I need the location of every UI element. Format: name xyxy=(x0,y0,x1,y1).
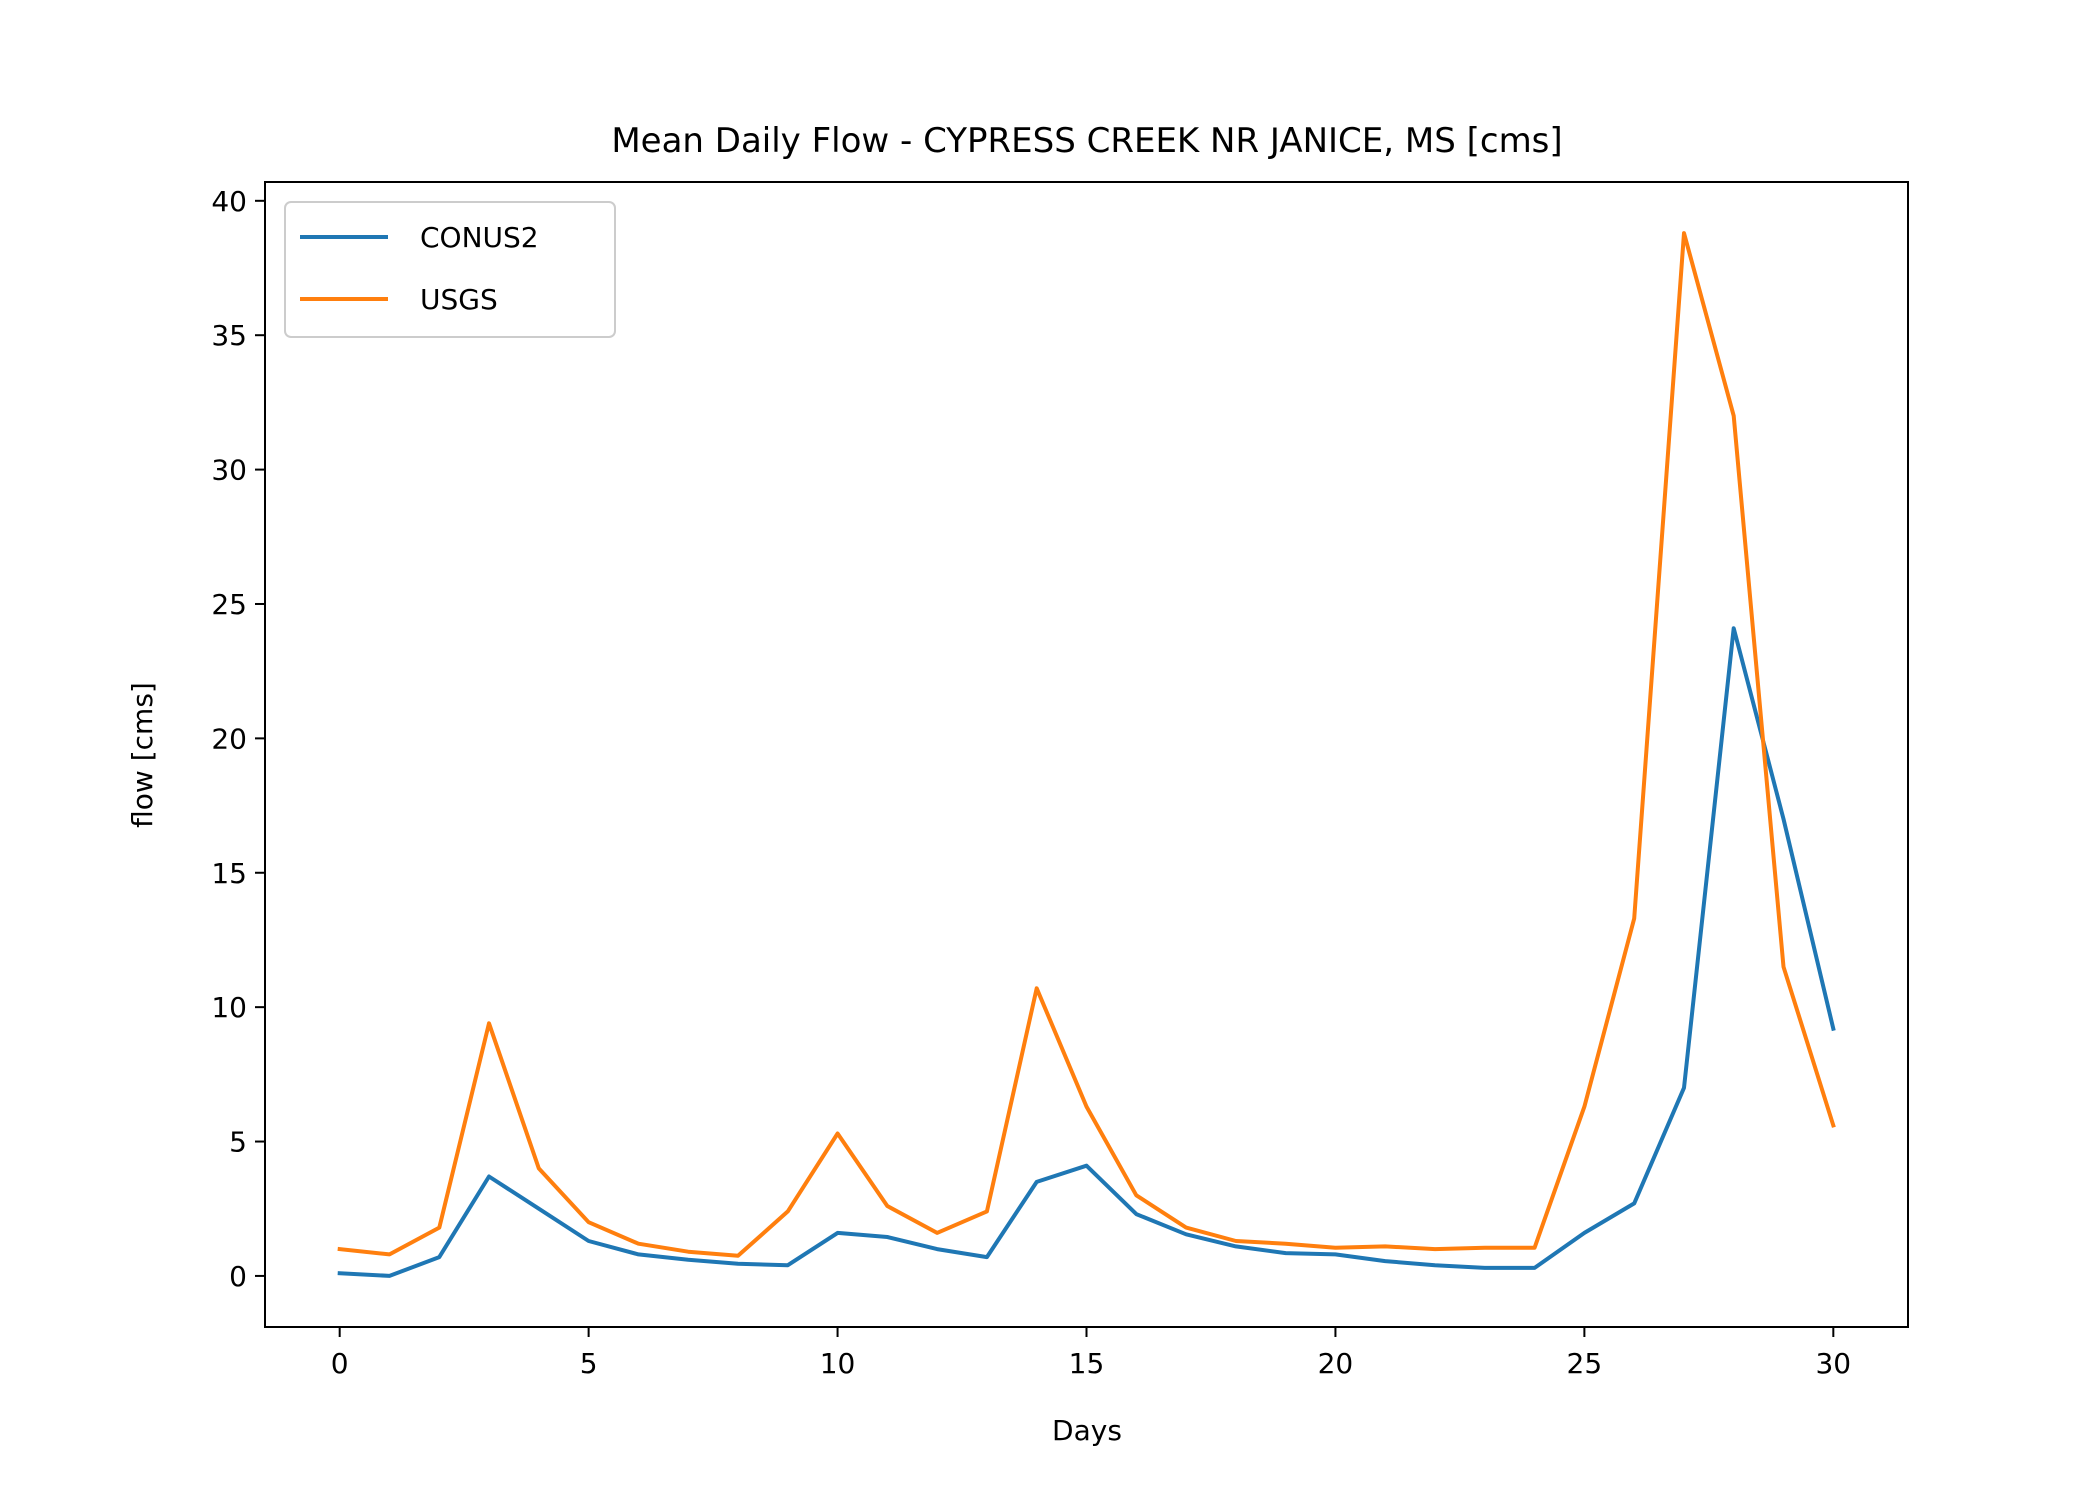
x-tick-label: 20 xyxy=(1318,1347,1354,1380)
series-line-conus2 xyxy=(337,626,1836,1278)
x-tick-label: 25 xyxy=(1567,1347,1603,1380)
y-tick-label: 35 xyxy=(211,319,247,352)
y-axis: 0 5 10 15 20 25 30 35 40 xyxy=(211,185,265,1293)
y-tick-label: 20 xyxy=(211,722,247,755)
x-tick-label: 15 xyxy=(1069,1347,1105,1380)
x-axis-label: Days xyxy=(1052,1414,1122,1447)
x-tick-label: 30 xyxy=(1815,1347,1851,1380)
legend-label-usgs: USGS xyxy=(420,283,498,316)
x-axis: 0 5 10 15 20 25 30 xyxy=(331,1327,1851,1380)
x-tick-label: 0 xyxy=(331,1347,349,1380)
legend-label-conus2: CONUS2 xyxy=(420,221,539,254)
y-tick-label: 25 xyxy=(211,588,247,621)
y-tick-label: 40 xyxy=(211,185,247,218)
y-tick-label: 0 xyxy=(229,1260,247,1293)
series-line-usgs xyxy=(337,231,1836,1258)
y-axis-label: flow [cms] xyxy=(126,682,159,828)
y-tick-label: 5 xyxy=(229,1126,247,1159)
y-tick-label: 10 xyxy=(211,991,247,1024)
y-tick-label: 15 xyxy=(211,857,247,890)
x-tick-label: 10 xyxy=(820,1347,856,1380)
legend: CONUS2 USGS xyxy=(284,201,616,338)
x-tick-label: 5 xyxy=(580,1347,598,1380)
chart-title: Mean Daily Flow - CYPRESS CREEK NR JANIC… xyxy=(611,121,1562,161)
y-tick-label: 30 xyxy=(211,454,247,487)
series-layer xyxy=(337,231,1836,1278)
